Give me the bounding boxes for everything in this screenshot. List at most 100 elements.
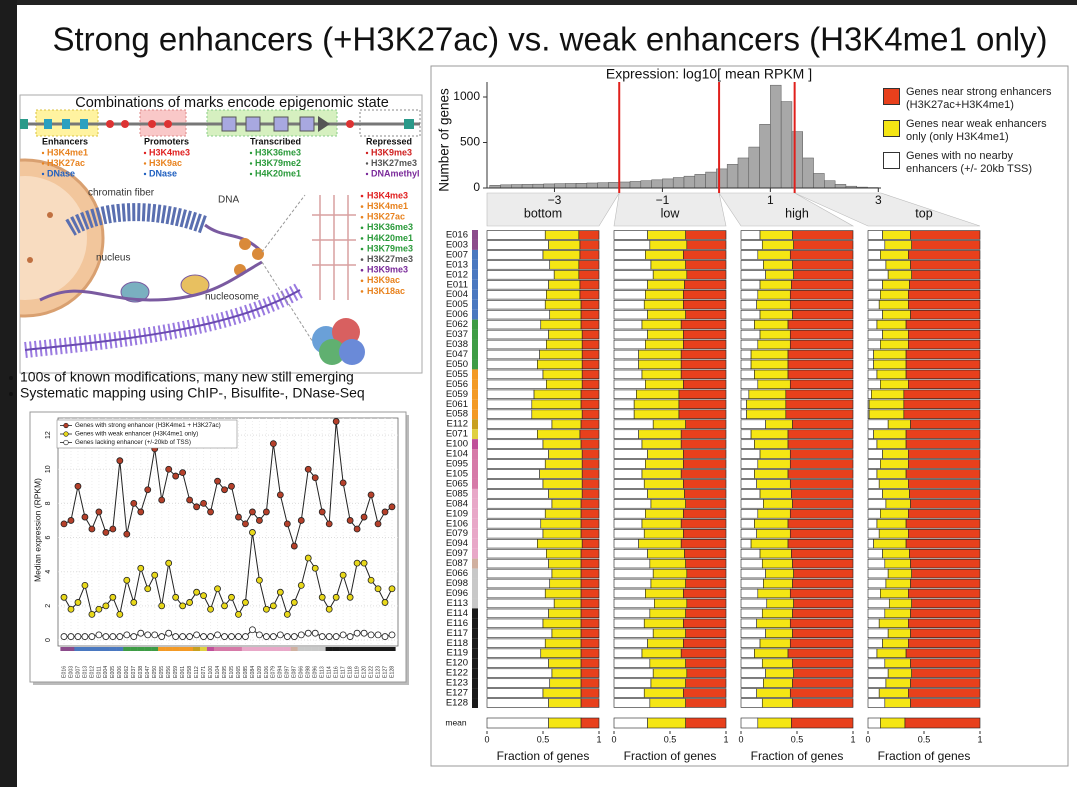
- bar-segment: [880, 290, 909, 300]
- point: [165, 559, 173, 567]
- group-strip: [165, 647, 173, 651]
- point: [130, 633, 138, 640]
- bar-segment: [867, 260, 887, 270]
- row-label: E012: [446, 269, 468, 280]
- bar-segment: [580, 588, 600, 599]
- bar-segment: [486, 419, 553, 429]
- hist-bar: [813, 173, 825, 189]
- group-strip: [311, 647, 319, 651]
- mark-dot: [41, 162, 45, 165]
- bar-segment: [650, 678, 686, 688]
- bar-segment: [641, 369, 682, 380]
- bar-segment: [680, 319, 727, 330]
- group-strip: [472, 688, 478, 699]
- state-mark: DNase: [149, 168, 177, 178]
- legend-marker: [63, 439, 69, 446]
- point: [67, 633, 75, 640]
- bar-segment: [683, 290, 727, 300]
- group-strip: [255, 647, 264, 651]
- bar-segment: [761, 658, 793, 668]
- bar-segment: [885, 499, 911, 509]
- group-strip: [472, 289, 478, 300]
- x-tick-label: E050: [152, 666, 158, 678]
- bar-segment: [873, 359, 907, 370]
- bar-segment: [580, 678, 600, 688]
- state-mark: H3K79me2: [255, 158, 301, 168]
- group-strip: [144, 647, 152, 651]
- point: [109, 593, 117, 601]
- point: [311, 629, 319, 637]
- row-label: E094: [446, 538, 468, 549]
- bar-segment: [759, 489, 792, 499]
- group-strip: [241, 647, 250, 651]
- bar-segment: [486, 290, 547, 300]
- bar-segment: [684, 280, 727, 290]
- bar-segment: [908, 479, 981, 489]
- x-tick-label: E098: [306, 666, 312, 678]
- point: [151, 631, 159, 639]
- bar-segment: [789, 250, 854, 260]
- x-tick-label: E128: [389, 666, 395, 678]
- point: [235, 610, 242, 618]
- group-strip: [220, 647, 229, 651]
- bar-segment: [785, 399, 854, 409]
- bar-segment: [647, 280, 685, 290]
- bar-segment: [613, 240, 651, 250]
- bar-segment: [652, 568, 688, 579]
- group-strip: [367, 647, 375, 651]
- group-strip: [472, 628, 478, 639]
- bar-segment: [884, 658, 911, 668]
- bar-segment: [641, 319, 682, 330]
- x-tick-label: 1: [977, 734, 982, 744]
- state-mark: H3K9me3: [371, 147, 412, 157]
- hist-bar: [726, 164, 739, 189]
- bar-segment: [740, 240, 763, 250]
- bar-segment: [581, 539, 600, 549]
- x-tick-label: E113: [320, 666, 326, 678]
- bar-segment: [789, 329, 854, 340]
- point: [374, 631, 382, 639]
- bar-segment: [486, 648, 542, 658]
- point: [381, 633, 389, 640]
- bar-segment: [650, 260, 686, 270]
- mark-dot: [360, 237, 364, 240]
- bar-segment: [867, 250, 881, 260]
- point: [193, 503, 200, 511]
- bar-segment: [756, 618, 791, 629]
- bar-segment: [908, 459, 981, 469]
- bar-segment: [740, 658, 763, 668]
- bar-segment: [867, 648, 878, 658]
- bar-segment: [647, 489, 685, 499]
- point: [381, 599, 389, 606]
- bar-segment: [867, 389, 872, 399]
- bar-segment: [580, 668, 600, 678]
- group-strip: [472, 518, 478, 529]
- point: [360, 629, 368, 637]
- bar-segment: [613, 588, 646, 599]
- point: [367, 491, 375, 499]
- point: [228, 482, 235, 490]
- bar-segment: [740, 349, 752, 360]
- group-strip: [472, 528, 478, 539]
- bar-segment: [578, 270, 600, 280]
- point: [332, 593, 340, 601]
- bar-segment: [787, 469, 854, 479]
- bar-segment: [613, 270, 654, 280]
- group-strip: [116, 647, 124, 651]
- mark-label: H3K79me3: [367, 243, 413, 253]
- bar-segment: [867, 469, 878, 479]
- bar-segment: [542, 439, 582, 449]
- bar-segment: [650, 499, 686, 509]
- y-tick-label: 6: [45, 535, 52, 539]
- bar-segment: [740, 499, 764, 509]
- bar-segment: [740, 300, 757, 310]
- bar-segment: [740, 250, 759, 260]
- bar-segment: [757, 379, 791, 390]
- row-label: E079: [446, 528, 468, 539]
- bar-segment: [645, 509, 684, 519]
- bar-segment: [867, 668, 889, 678]
- group-strip: [283, 647, 291, 651]
- point: [207, 633, 214, 640]
- bar-segment: [759, 230, 793, 240]
- bar-segment: [580, 638, 600, 648]
